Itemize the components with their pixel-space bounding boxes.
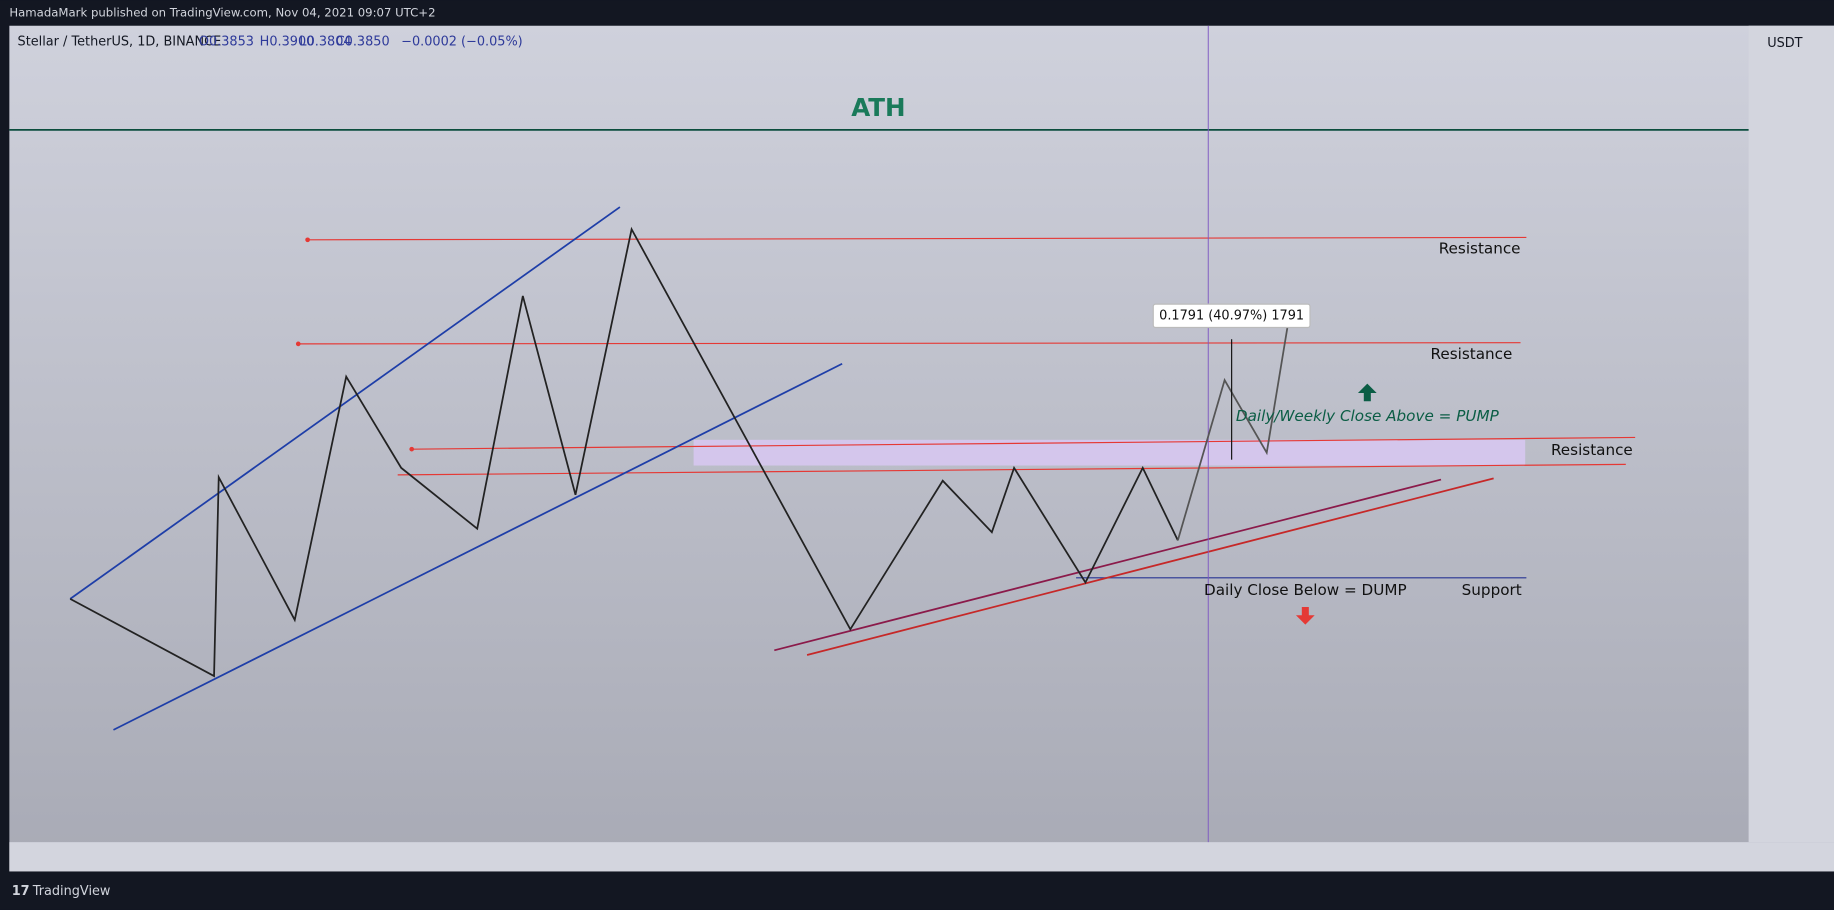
high: H0.3900	[260, 35, 315, 50]
publisher: HamadaMark published on TradingView.com,…	[9, 5, 435, 19]
ath-label: ATH	[851, 93, 905, 122]
change: −0.0002 (−0.05%)	[401, 35, 523, 50]
dump-note: Daily Close Below = DUMP	[1204, 581, 1407, 599]
channel-line	[69, 206, 621, 600]
anchor	[295, 341, 301, 347]
projection	[1176, 318, 1290, 541]
res-line	[411, 436, 1636, 450]
zigzag	[69, 226, 1179, 678]
zone	[693, 439, 1526, 466]
up-arrow	[1357, 383, 1377, 402]
down-arrow	[1295, 607, 1315, 625]
brand: TradingView	[32, 884, 111, 899]
open: O0.3853	[199, 35, 254, 50]
legend: Stellar / TetherUS, 1D, BINANCE O0.3853 …	[18, 35, 523, 50]
anchor	[409, 446, 415, 452]
measure-box	[1152, 303, 1311, 329]
trendline	[774, 478, 1442, 652]
res-line	[397, 463, 1626, 476]
logo: 17	[12, 884, 30, 899]
low: L0.3804	[299, 35, 351, 50]
drawings	[9, 25, 1749, 843]
trendline	[806, 477, 1494, 656]
level-name: Support	[1462, 581, 1522, 599]
pump-note: Daily/Weekly Close Above = PUMP	[1236, 407, 1500, 425]
anchor	[305, 237, 310, 243]
price-axis	[1748, 25, 1834, 843]
measure-label: 0.1791 (40.97%) 1791	[1159, 308, 1304, 323]
level-name: Resistance	[1551, 441, 1633, 459]
close: C0.3850	[336, 35, 390, 50]
symbol: Stellar / TetherUS, 1D, BINANCE	[18, 35, 222, 50]
level-name: Resistance	[1439, 240, 1521, 258]
res-line	[307, 236, 1527, 241]
level-name: Resistance	[1431, 345, 1513, 363]
currency: USDT	[1767, 36, 1802, 51]
res-line	[298, 342, 1521, 345]
channel-line	[113, 362, 843, 731]
time-axis	[9, 842, 1834, 872]
